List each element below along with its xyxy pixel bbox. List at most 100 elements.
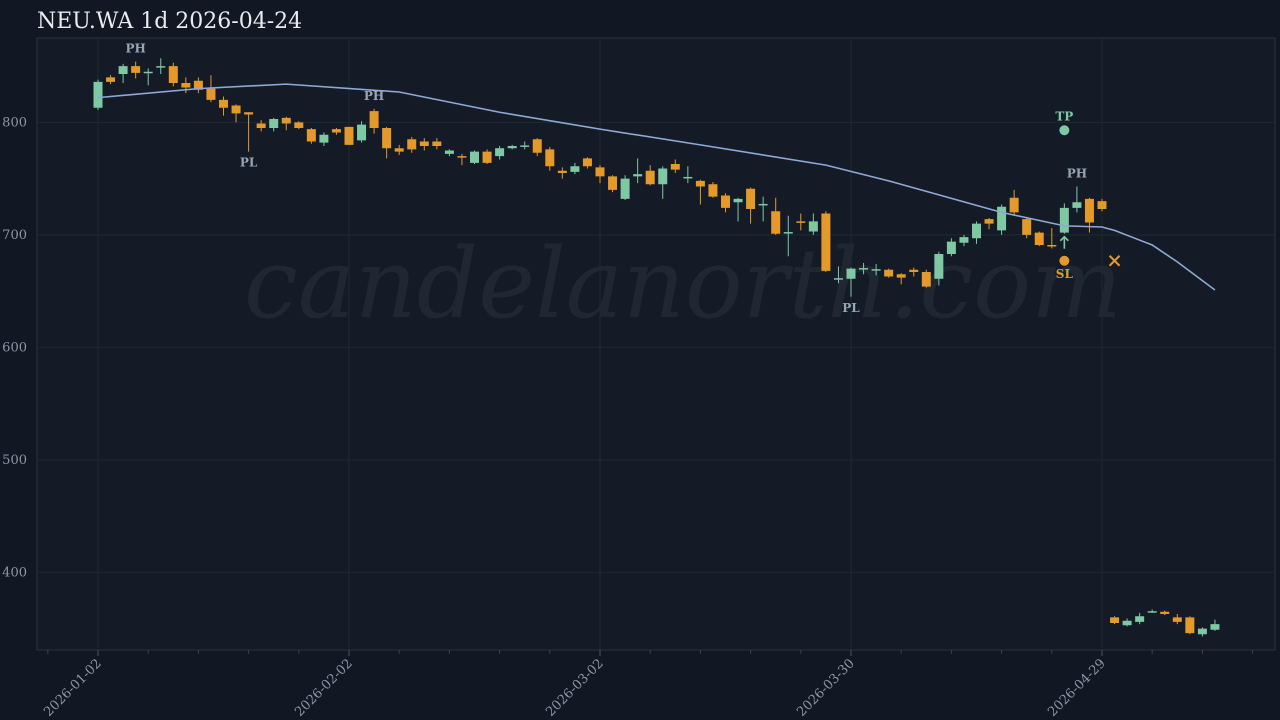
candle-body — [444, 150, 454, 154]
candle-body — [683, 176, 693, 179]
candle-body — [909, 269, 919, 272]
candle-body — [670, 164, 680, 170]
candle-body — [808, 221, 818, 232]
candle-body — [470, 151, 479, 163]
candle-body — [1185, 617, 1195, 634]
candle-body — [520, 145, 530, 147]
candle-body — [733, 198, 743, 203]
candle-body — [934, 254, 944, 279]
candle-body — [959, 237, 969, 243]
candle-body — [595, 167, 605, 177]
candle-body — [331, 129, 341, 133]
candle-body — [1160, 611, 1170, 614]
plot-area — [36, 37, 1276, 651]
candle-body — [746, 188, 756, 209]
candle-body — [921, 272, 931, 287]
candle-body — [545, 149, 555, 167]
candle-body — [106, 77, 116, 82]
candle-body — [319, 134, 329, 143]
candle-body — [796, 221, 806, 223]
stop-loss-marker — [1059, 255, 1070, 266]
candle-body — [181, 83, 191, 88]
candle-body — [721, 195, 730, 208]
candle-body — [1110, 617, 1120, 623]
candle-body — [783, 232, 793, 234]
candle-body — [821, 213, 831, 271]
candle-body — [382, 128, 392, 149]
candle-body — [93, 81, 103, 108]
exit-marker — [1108, 255, 1121, 267]
candle-body — [984, 219, 994, 224]
candle-body — [294, 122, 304, 128]
candle-body — [884, 269, 894, 277]
y-tick-label: 500 — [2, 453, 27, 468]
stop-loss-label: SL — [1056, 267, 1074, 281]
y-tick-label: 400 — [2, 565, 27, 580]
candle-body — [269, 119, 279, 128]
candle-body — [1097, 201, 1107, 209]
candle-body — [997, 206, 1007, 231]
candle-body — [1047, 245, 1057, 247]
candle-body — [758, 203, 768, 206]
candle-body — [582, 158, 592, 167]
candle-body — [219, 99, 228, 108]
candle-body — [419, 141, 429, 146]
take-profit-label: TP — [1055, 109, 1073, 123]
candle-body — [570, 166, 580, 172]
candle-body — [369, 111, 379, 128]
watermark: candelanorth.com — [244, 228, 1122, 340]
candle-body — [495, 148, 505, 157]
candle-body — [206, 88, 216, 100]
candle-body — [357, 124, 367, 141]
candle-body — [1172, 617, 1182, 622]
candle-body — [168, 66, 178, 83]
candle-body — [946, 241, 956, 254]
candle-body — [143, 71, 153, 74]
candle-body — [1072, 202, 1082, 208]
candle-body — [532, 139, 542, 153]
candle-body — [394, 148, 404, 152]
candle-body — [231, 105, 241, 114]
pivot-label: PL — [240, 156, 258, 170]
candle-body — [633, 174, 643, 177]
candle-body — [156, 66, 166, 68]
candle-body — [871, 269, 881, 271]
candle-body — [1034, 232, 1044, 245]
y-tick-label: 700 — [2, 228, 27, 243]
pivot-label: PH — [1067, 167, 1087, 181]
candle-body — [407, 139, 417, 150]
pivot-label: PH — [364, 89, 384, 103]
candle-body — [620, 178, 630, 199]
candle-body — [1147, 611, 1157, 613]
candle-body — [1210, 624, 1220, 630]
candle-body — [658, 168, 668, 185]
candle-body — [833, 278, 843, 280]
candle-body — [1059, 207, 1069, 233]
pivot-label: PL — [842, 301, 860, 315]
candle-body — [281, 117, 291, 124]
candle-body — [771, 211, 781, 234]
chart-title: NEU.WA 1d 2026-04-24 — [37, 9, 302, 34]
candle-body — [557, 170, 567, 173]
pivot-label: PH — [125, 42, 145, 56]
y-tick-label: 800 — [2, 115, 27, 130]
candle-body — [244, 112, 254, 115]
entry-arrow — [1059, 235, 1069, 249]
candle-body — [1122, 620, 1132, 626]
candle-body — [972, 223, 981, 239]
candle-body — [1009, 197, 1019, 213]
candle-body — [708, 184, 718, 197]
take-profit-marker — [1059, 125, 1070, 136]
candle-body — [507, 146, 517, 149]
candle-body — [645, 170, 655, 185]
candle-body — [896, 274, 906, 278]
candle-body — [457, 156, 467, 158]
candle-body — [306, 129, 316, 142]
candle-body — [118, 66, 128, 74]
candle-body — [846, 268, 856, 279]
candle-body — [432, 141, 442, 146]
candle-body — [131, 66, 141, 73]
y-tick-label: 600 — [2, 340, 27, 355]
candle-body — [1022, 219, 1032, 235]
